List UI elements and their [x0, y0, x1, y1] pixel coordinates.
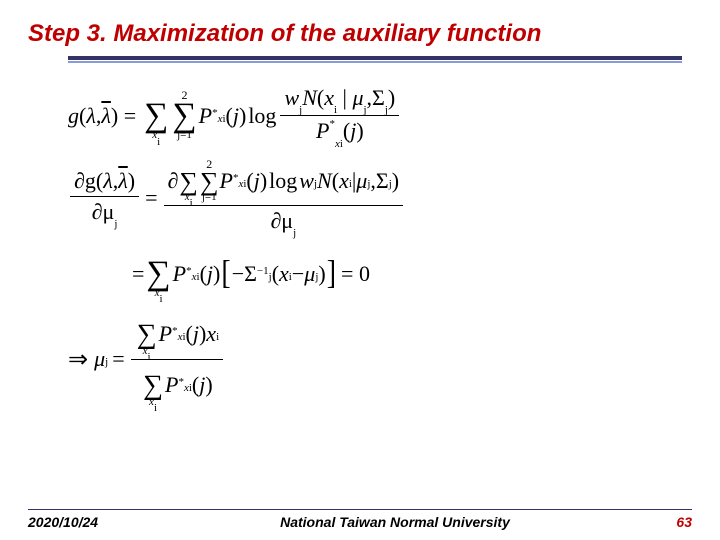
- eq3-sum: ∑ xi: [146, 248, 170, 299]
- eq3-zero: = 0: [341, 261, 370, 287]
- eq1-sum-j: 2 ∑ j=1: [172, 90, 196, 141]
- eq2-lhs: ∂g(λ,λ) ∂μj: [70, 168, 139, 227]
- slide-title: Step 3. Maximization of the auxiliary fu…: [28, 20, 692, 48]
- footer: 2020/10/24 National Taiwan Normal Univer…: [28, 509, 692, 531]
- footer-date: 2020/10/24: [28, 514, 138, 530]
- eq1-log: log: [248, 103, 276, 129]
- eq1-sum-xi: ∑ xi: [144, 90, 168, 141]
- eq1-g: g: [68, 103, 79, 129]
- eq4-frac: ∑xi P*xi(j)xi ∑xi P*xi(j): [131, 311, 223, 408]
- equation-1: g(λ,λ) = ∑ xi 2 ∑ j=1 P*xi(j) log wjN(xi…: [68, 85, 652, 147]
- footer-page-number: 63: [652, 514, 692, 530]
- equation-3: = ∑ xi P*xi(j) [−Σ−1j(xi − μj)] = 0: [132, 248, 652, 299]
- eq1-lambda: λ: [86, 103, 96, 129]
- footer-rule: [28, 509, 692, 511]
- equation-2: ∂g(λ,λ) ∂μj = ∂ ∑xi 2∑j=1 P*xi(j) l: [68, 159, 652, 236]
- equation-4: ⇒ μj = ∑xi P*xi(j)xi ∑xi P*xi(j): [68, 311, 652, 408]
- eq2-rhs: ∂ ∑xi 2∑j=1 P*xi(j) log wjN(xi | μj,Σj) …: [164, 159, 404, 236]
- eq1-P: P: [199, 103, 212, 129]
- footer-institution: National Taiwan Normal University: [138, 514, 652, 530]
- eq1-frac: wjN(xi | μj,Σj) P*xi(j): [280, 85, 399, 147]
- eq1-lambdabar: λ: [101, 103, 111, 129]
- content-area: g(λ,λ) = ∑ xi 2 ∑ j=1 P*xi(j) log wjN(xi…: [28, 63, 692, 408]
- slide: Step 3. Maximization of the auxiliary fu…: [0, 0, 720, 540]
- eq4-implies: ⇒: [68, 345, 88, 374]
- title-rule-dark: [68, 56, 682, 60]
